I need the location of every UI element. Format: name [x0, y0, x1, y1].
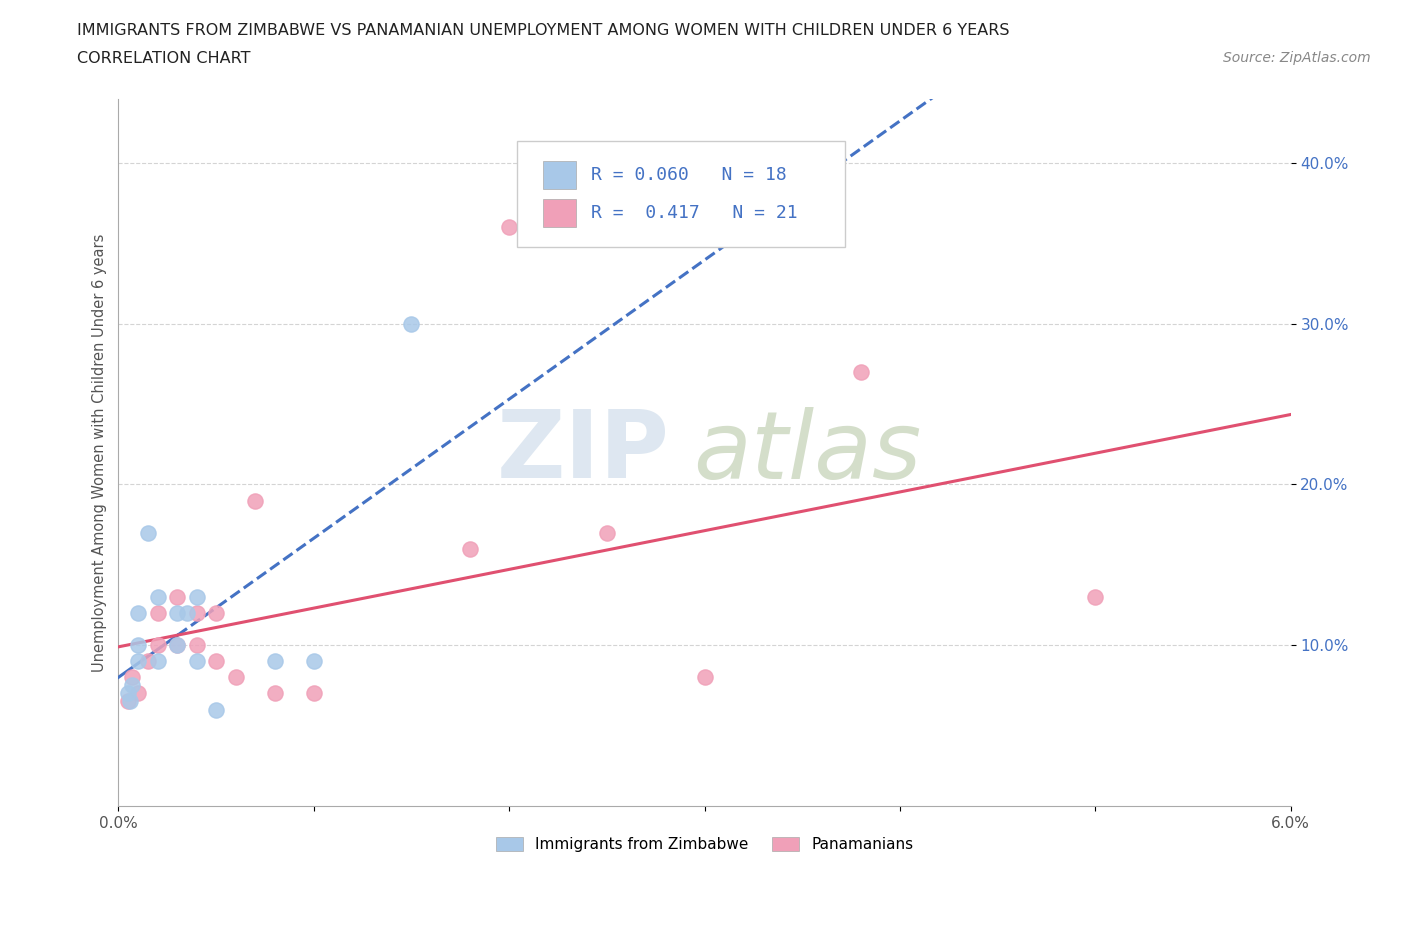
Point [136, 654, 159, 669]
Point [146, 605, 169, 620]
Text: ZIP: ZIP [496, 406, 669, 498]
Y-axis label: Unemployment Among Women with Children Under 6 years: Unemployment Among Women with Children U… [93, 233, 107, 671]
Point [225, 670, 247, 684]
Point [1084, 590, 1107, 604]
Point [186, 654, 208, 669]
Point [166, 605, 188, 620]
Text: CORRELATION CHART: CORRELATION CHART [77, 51, 250, 66]
Text: R = 0.060   N = 18: R = 0.060 N = 18 [591, 166, 786, 184]
Point [127, 686, 149, 701]
Point [117, 686, 139, 701]
Point [302, 654, 325, 669]
Point [596, 525, 619, 540]
Point [136, 525, 159, 540]
Point [498, 219, 520, 234]
Point [146, 654, 169, 669]
Point [166, 590, 188, 604]
Point [127, 605, 149, 620]
Text: Source: ZipAtlas.com: Source: ZipAtlas.com [1223, 51, 1371, 65]
Text: R =  0.417   N = 21: R = 0.417 N = 21 [591, 205, 797, 222]
Text: IMMIGRANTS FROM ZIMBABWE VS PANAMANIAN UNEMPLOYMENT AMONG WOMEN WITH CHILDREN UN: IMMIGRANTS FROM ZIMBABWE VS PANAMANIAN U… [77, 23, 1010, 38]
Point [166, 638, 188, 653]
Point [401, 316, 423, 331]
Point [302, 686, 325, 701]
Point [849, 365, 872, 379]
Point [186, 605, 208, 620]
Point [186, 590, 208, 604]
FancyBboxPatch shape [517, 141, 845, 247]
Point [205, 605, 228, 620]
Point [146, 590, 169, 604]
Point [205, 654, 228, 669]
Point [120, 694, 142, 709]
Point [205, 702, 228, 717]
Point [127, 654, 149, 669]
Point [146, 638, 169, 653]
FancyBboxPatch shape [543, 161, 575, 189]
Point [263, 654, 285, 669]
FancyBboxPatch shape [543, 199, 575, 228]
Point [127, 638, 149, 653]
Point [166, 638, 188, 653]
Point [117, 694, 139, 709]
Text: atlas: atlas [693, 406, 921, 498]
Point [121, 670, 143, 684]
Point [121, 678, 143, 693]
Point [176, 605, 198, 620]
Legend: Immigrants from Zimbabwe, Panamanians: Immigrants from Zimbabwe, Panamanians [489, 831, 920, 858]
Point [263, 686, 285, 701]
Point [186, 638, 208, 653]
Point [458, 541, 481, 556]
Point [693, 670, 716, 684]
Point [245, 493, 267, 508]
